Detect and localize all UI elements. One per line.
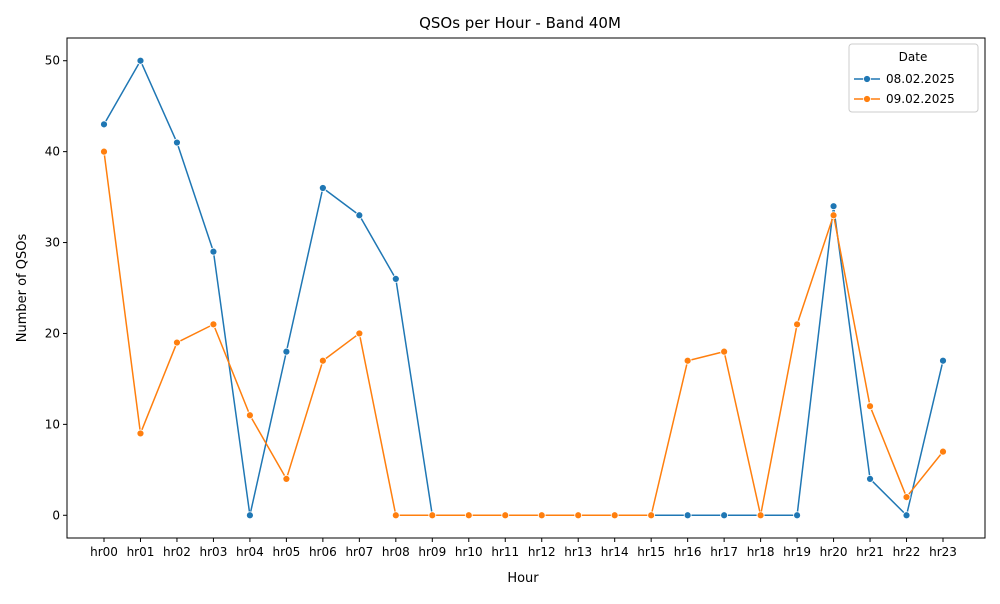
data-point: [610, 511, 619, 520]
x-axis: hr00 hr01 hr02 hr03 hr04 hr05 hr06 hr07 hr08 hr09…: [90, 538, 957, 559]
y-axis: 0 10 20 30 40 50: [45, 54, 67, 522]
legend-marker: [863, 95, 871, 103]
x-tick-label: hr13: [564, 545, 592, 559]
x-tick-label: hr05: [272, 545, 300, 559]
data-point: [720, 347, 729, 356]
y-tick-label: 20: [45, 326, 60, 340]
x-tick-label: hr21: [856, 545, 884, 559]
x-tick-label: hr23: [929, 545, 957, 559]
data-point: [939, 447, 947, 456]
data-point: [173, 138, 181, 147]
legend-title: Date: [899, 50, 928, 64]
data-point: [902, 493, 911, 501]
data-point: [902, 511, 911, 520]
data-point: [537, 511, 546, 520]
x-tick-label: hr12: [528, 545, 556, 559]
data-point: [246, 511, 254, 520]
data-point: [209, 320, 218, 329]
x-tick-label: hr10: [455, 545, 483, 559]
x-tick-label: hr11: [491, 545, 519, 559]
legend-label: 08.02.2025: [886, 72, 955, 86]
x-tick-label: hr19: [783, 545, 811, 559]
data-point: [136, 56, 145, 65]
data-point: [756, 511, 765, 520]
x-tick-label: hr06: [309, 545, 337, 559]
x-tick-label: hr04: [236, 545, 264, 559]
y-tick-label: 30: [45, 236, 60, 250]
data-point: [866, 402, 874, 411]
y-tick-label: 10: [45, 417, 60, 431]
plot-area: [100, 56, 947, 520]
legend-label: 09.02.2025: [886, 92, 955, 106]
y-tick-label: 40: [45, 145, 60, 159]
data-point: [501, 511, 510, 520]
legend-box: [848, 43, 979, 113]
series-09.02.2025: [100, 147, 947, 520]
x-axis-title: Hour: [507, 571, 539, 586]
data-point: [793, 511, 801, 520]
data-point: [574, 511, 583, 520]
x-tick-label: hr07: [345, 545, 373, 559]
x-tick-label: hr16: [674, 545, 702, 559]
data-point: [318, 356, 327, 365]
chart-title: QSOs per Hour - Band 40M: [419, 14, 621, 32]
series-line: [103, 151, 944, 517]
x-tick-label: hr17: [710, 545, 738, 559]
data-point: [318, 184, 327, 192]
legend-marker: [863, 75, 871, 83]
x-tick-label: hr20: [820, 545, 848, 559]
x-tick-label: hr01: [127, 545, 155, 559]
data-point: [647, 511, 656, 520]
x-tick-label: hr22: [893, 545, 921, 559]
data-point: [829, 202, 838, 211]
data-point: [866, 475, 874, 483]
y-tick-label: 50: [45, 54, 60, 68]
data-point: [683, 511, 692, 520]
x-tick-label: hr08: [382, 545, 410, 559]
y-tick-label: 0: [52, 508, 60, 522]
data-point: [282, 347, 291, 356]
series-line: [103, 59, 944, 517]
data-point: [355, 211, 364, 220]
data-point: [391, 275, 400, 283]
data-point: [428, 511, 437, 520]
data-point: [793, 320, 801, 329]
data-point: [391, 511, 400, 520]
x-tick-label: hr02: [163, 545, 191, 559]
data-point: [282, 475, 291, 483]
data-point: [173, 338, 181, 347]
data-point: [829, 211, 838, 220]
data-point: [136, 429, 145, 438]
plot-frame: [66, 37, 986, 539]
data-point: [246, 411, 254, 420]
legend: Date 08.02.2025 09.02.2025: [848, 43, 979, 113]
x-tick-label: hr18: [747, 545, 775, 559]
y-axis-title: Number of QSOs: [15, 234, 30, 343]
x-tick-label: hr09: [418, 545, 446, 559]
data-point: [464, 511, 473, 520]
data-point: [100, 120, 108, 129]
data-point: [720, 511, 729, 520]
data-point: [209, 247, 218, 256]
data-point: [355, 329, 364, 338]
data-point: [100, 147, 108, 156]
x-tick-label: hr00: [90, 545, 118, 559]
x-tick-label: hr14: [601, 545, 629, 559]
x-tick-label: hr03: [200, 545, 228, 559]
x-tick-label: hr15: [637, 545, 665, 559]
data-point: [683, 356, 692, 365]
series-08.02.2025: [100, 56, 947, 520]
data-point: [939, 356, 947, 365]
